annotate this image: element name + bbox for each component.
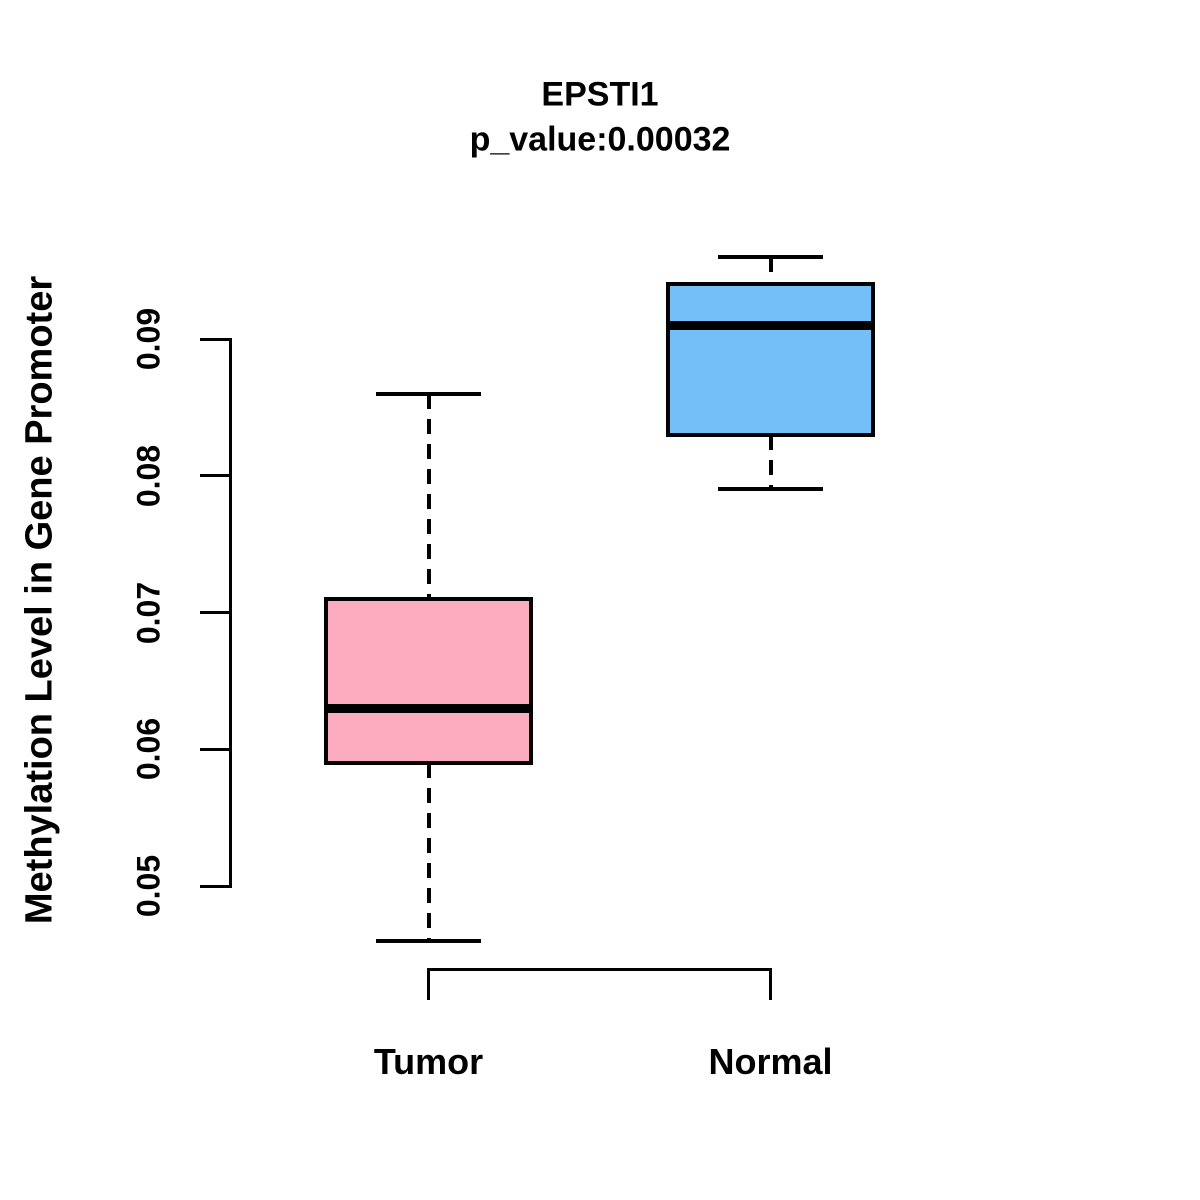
- x-axis-line: [427, 967, 772, 971]
- whisker-lower-tumor: [426, 762, 431, 941]
- x-axis-tick-normal: [769, 969, 772, 1000]
- y-axis-tick: [200, 611, 230, 614]
- whisker-cap-upper: [718, 254, 823, 259]
- whisker-cap-upper: [376, 391, 481, 396]
- x-axis-tick-tumor: [427, 969, 430, 1000]
- category-label-normal: Normal: [708, 1041, 833, 1082]
- whisker-cap-lower: [376, 938, 481, 943]
- y-axis-line: [228, 337, 232, 888]
- chart-subtitle: p_value:0.00032: [469, 120, 731, 159]
- y-axis-tick: [200, 747, 230, 751]
- whisker-lower-normal: [768, 434, 773, 490]
- box-normal: [666, 282, 875, 437]
- median-line-tumor: [324, 703, 533, 713]
- whisker-upper-tumor: [426, 393, 431, 599]
- y-axis-tick-label: 0.08: [130, 444, 167, 507]
- whisker-cap-lower: [718, 487, 823, 492]
- y-axis-tick-label: 0.09: [130, 307, 167, 371]
- y-axis-tick-label: 0.07: [130, 581, 167, 644]
- category-label-tumor: Tumor: [373, 1041, 484, 1082]
- y-axis-tick-label: 0.06: [130, 718, 167, 781]
- box-tumor: [324, 596, 533, 765]
- median-line-normal: [666, 320, 875, 330]
- y-axis-tick: [200, 474, 230, 478]
- chart-title: EPSTI1: [541, 75, 659, 114]
- y-axis-tick-label: 0.05: [130, 854, 167, 918]
- y-axis-tick: [200, 884, 230, 888]
- whisker-upper-normal: [768, 256, 773, 285]
- y-axis-label: Methylation Level in Gene Promoter: [18, 275, 61, 925]
- y-axis-tick: [200, 337, 230, 341]
